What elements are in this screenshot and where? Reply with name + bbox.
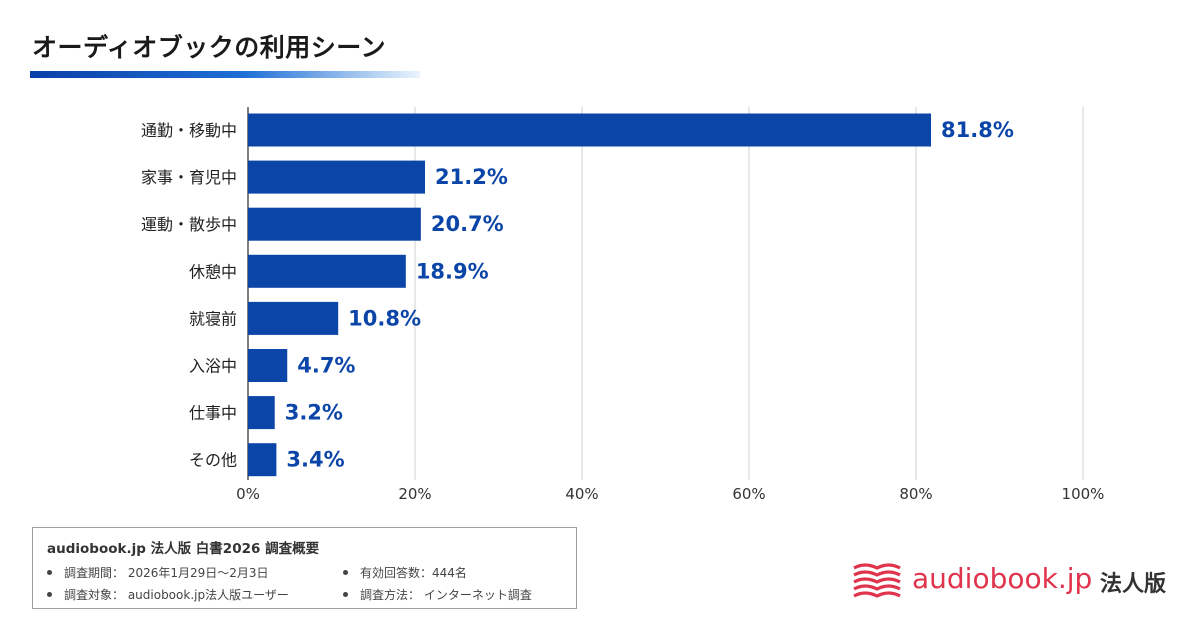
data-label: 10.8% [348, 306, 421, 330]
bar [248, 349, 288, 382]
bar [248, 207, 421, 241]
valid-responses: 有効回答数：444名 [343, 564, 467, 581]
data-label: 3.2% [285, 401, 343, 425]
brand-logo: audiobook.jp 法人版 [852, 560, 1182, 600]
survey-summary-box: audiobook.jp 法人版 白書2026 調査概要 調査期間： 2026年… [32, 527, 577, 609]
page-title: オーディオブックの利用シーン [32, 33, 387, 62]
survey-period: 調査期間： 2026年1月29日〜2月3日 [47, 564, 269, 581]
bar [248, 254, 406, 288]
bullet-icon [47, 570, 52, 575]
category-label: その他 [189, 451, 237, 470]
category-label: 通勤・移動中 [141, 121, 237, 140]
x-tick-label: 100% [1062, 485, 1105, 503]
logo-suffix: 法人版 [1100, 572, 1167, 597]
logo-wordmark: audiobook.jp [912, 562, 1093, 595]
data-label: 81.8% [941, 118, 1014, 142]
x-tick-label: 60% [732, 485, 765, 503]
x-tick-label: 40% [565, 485, 598, 503]
bar [248, 113, 932, 147]
survey-summary-title: audiobook.jp 法人版 白書2026 調査概要 [47, 541, 320, 557]
data-label: 18.9% [416, 259, 489, 283]
category-label: 仕事中 [189, 404, 237, 423]
category-label: 入浴中 [189, 357, 237, 376]
category-label: 就寝前 [189, 309, 237, 328]
data-label: 21.2% [435, 165, 508, 189]
book-wave-icon [853, 563, 901, 598]
data-label: 20.7% [431, 212, 504, 236]
x-tick-label: 0% [236, 485, 260, 503]
bar [248, 160, 426, 194]
x-tick-label: 80% [899, 485, 932, 503]
title-underline [30, 71, 420, 78]
data-label: 3.4% [286, 448, 344, 472]
category-label: 家事・育児中 [141, 168, 237, 187]
survey-target: 調査対象： audiobook.jp法人版ユーザー [47, 586, 289, 603]
category-label: 休憩中 [189, 262, 237, 281]
x-tick-label: 20% [398, 485, 431, 503]
bar [248, 443, 277, 477]
data-label: 4.7% [297, 354, 355, 378]
survey-method: 調査方法： インターネット調査 [343, 586, 532, 603]
bar-chart: 0% 20% 40% 60% 80% 100% 通勤・移動中 81.8% 家事・育児中 21.2%… [141, 107, 1105, 503]
bar [248, 301, 339, 335]
bullet-icon [47, 592, 52, 597]
category-label: 運動・散歩中 [141, 215, 237, 234]
bullet-icon [343, 592, 348, 597]
bar [248, 396, 275, 430]
bullet-icon [343, 570, 348, 575]
